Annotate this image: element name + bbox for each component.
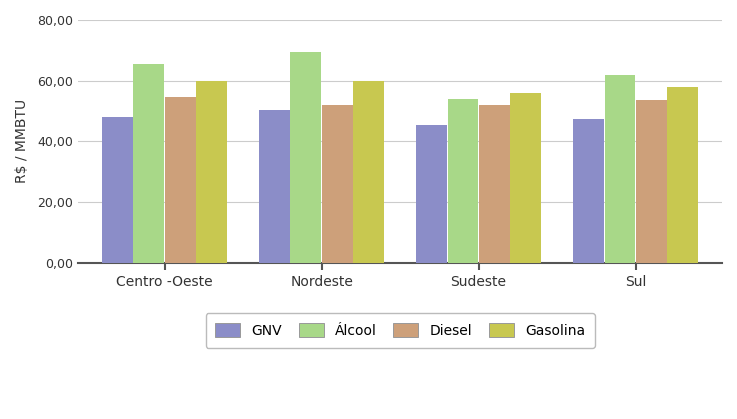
Bar (510, 93, 541, 263)
Bar (636, 101, 667, 263)
Bar (259, 109, 290, 263)
Legend: GNV, Álcool, Diesel, Gasolina: GNV, Álcool, Diesel, Gasolina (206, 313, 595, 348)
Bar (353, 81, 384, 263)
Bar (604, 75, 635, 263)
Bar (102, 117, 133, 263)
Bar (416, 125, 447, 263)
Bar (165, 97, 195, 263)
Bar (573, 119, 604, 263)
Bar (290, 52, 321, 263)
Bar (133, 64, 164, 263)
Bar (196, 81, 227, 263)
Y-axis label: R$ / MMBTU: R$ / MMBTU (15, 99, 29, 184)
Bar (668, 87, 698, 263)
Bar (322, 105, 353, 263)
Bar (447, 99, 478, 263)
Bar (479, 105, 510, 263)
